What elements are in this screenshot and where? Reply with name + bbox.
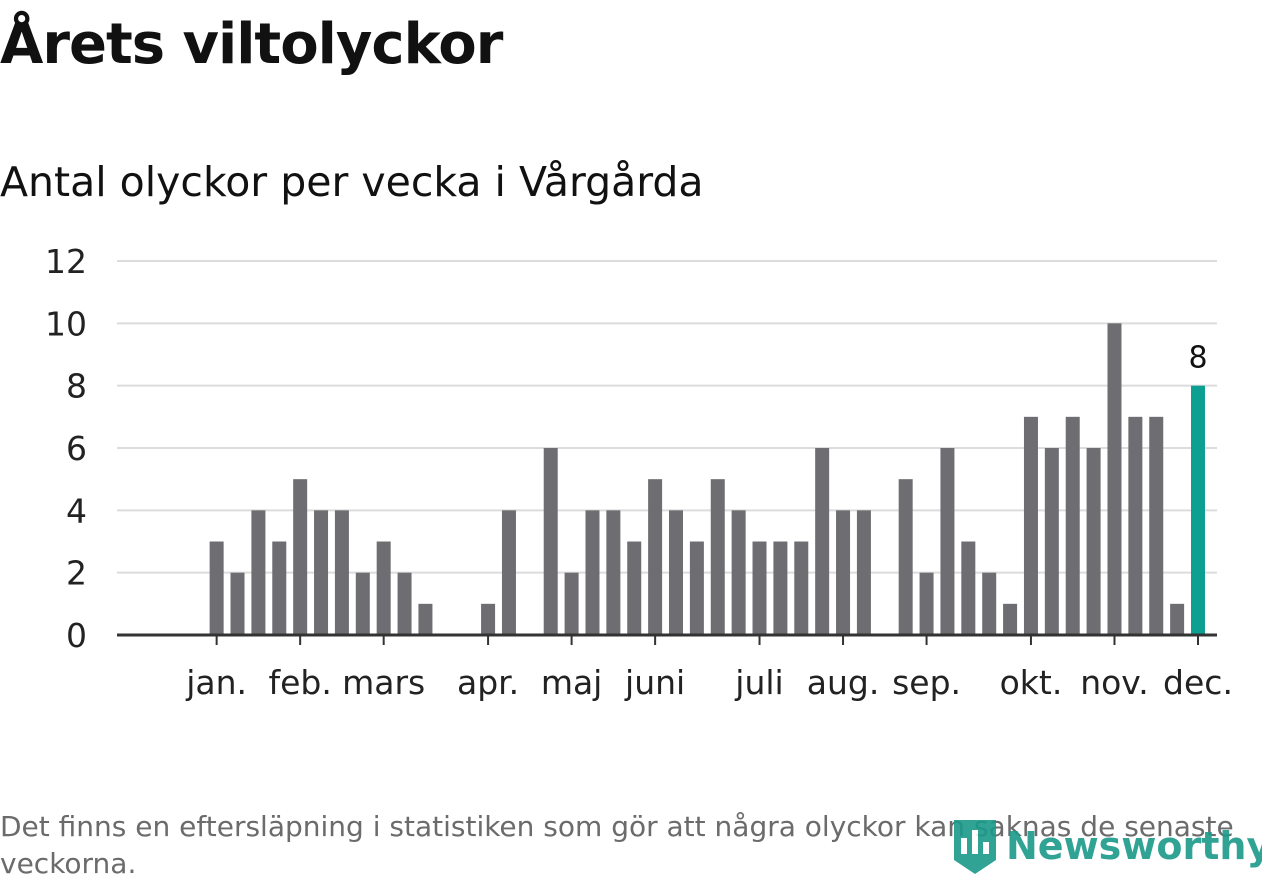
bar [794, 541, 809, 635]
bar [1107, 323, 1122, 635]
y-tick-label: 10 [45, 304, 87, 343]
bar [689, 541, 704, 635]
bar [397, 572, 412, 635]
footnote: Det finns en eftersläpning i statistiken… [0, 810, 1234, 880]
bar [1065, 416, 1080, 635]
bar [376, 541, 391, 635]
x-tick-label: okt. [1000, 663, 1063, 702]
x-tick-label: sep. [892, 663, 961, 702]
bar-chart: 0 2 4 6 8 10 12 jan. feb. mars apr. maj juni juli aug… [45, 242, 1233, 702]
x-tick-label: juni [624, 663, 685, 702]
bar [1023, 416, 1038, 635]
bar [606, 510, 621, 635]
bar [209, 541, 224, 635]
bar-highlight [1191, 385, 1205, 635]
bar [1003, 603, 1018, 635]
chart-subtitle: Antal olyckor per vecka i Vårgårda [0, 158, 704, 206]
data-label: 8 [1188, 341, 1207, 376]
y-tick-label: 4 [66, 491, 87, 530]
bar [815, 448, 830, 635]
bar [272, 541, 287, 635]
bar [669, 510, 683, 635]
bar [1044, 448, 1059, 635]
newsworthy-logo: Newsworthy [950, 812, 1262, 880]
bar [543, 448, 558, 635]
bar [898, 479, 913, 635]
bar [836, 510, 851, 635]
bar [314, 510, 329, 635]
bar [982, 572, 997, 635]
bar [334, 510, 349, 635]
bar [1170, 603, 1185, 635]
bar [1149, 416, 1164, 635]
x-tick-label: juli [734, 663, 783, 702]
bars [209, 323, 1205, 635]
bar [481, 603, 496, 635]
bar [752, 541, 767, 635]
bar [1128, 416, 1143, 635]
bar [710, 479, 725, 635]
bar [251, 510, 266, 635]
bar [940, 448, 955, 635]
bar [627, 541, 642, 635]
x-tick-label: jan. [185, 663, 247, 702]
y-tick-label: 2 [66, 554, 87, 593]
bar [230, 572, 245, 635]
bar [564, 572, 579, 635]
x-tick-label: dec. [1163, 663, 1233, 702]
y-tick-label: 0 [66, 616, 87, 655]
bar [293, 479, 308, 635]
bar [648, 479, 663, 635]
x-tick-label: aug. [807, 663, 880, 702]
x-tick-label: apr. [457, 663, 519, 702]
bar [856, 510, 871, 635]
newsworthy-logo-text: Newsworthy [1006, 824, 1262, 868]
bar [961, 541, 976, 635]
chart-title: Årets viltolyckor [0, 12, 503, 77]
bar [355, 572, 370, 635]
y-tick-label: 12 [45, 242, 87, 281]
data-labels: 8 [1188, 341, 1207, 376]
bar [1086, 448, 1101, 635]
bar [501, 510, 516, 635]
bar [585, 510, 600, 635]
y-tick-label: 6 [66, 429, 87, 468]
bar [919, 572, 934, 635]
y-axis-ticks: 0 2 4 6 8 10 12 [45, 242, 87, 655]
bar [773, 541, 788, 635]
y-tick-label: 8 [66, 367, 87, 406]
bar [731, 510, 746, 635]
x-tick-label: nov. [1080, 663, 1149, 702]
newsworthy-logo-icon [954, 820, 996, 874]
x-tick-label: maj [541, 663, 603, 702]
x-axis-ticks: jan. feb. mars apr. maj juni juli aug. sep. okt. n… [185, 635, 1233, 702]
bar [418, 603, 433, 635]
x-tick-label: feb. [268, 663, 331, 702]
x-tick-label: mars [342, 663, 425, 702]
